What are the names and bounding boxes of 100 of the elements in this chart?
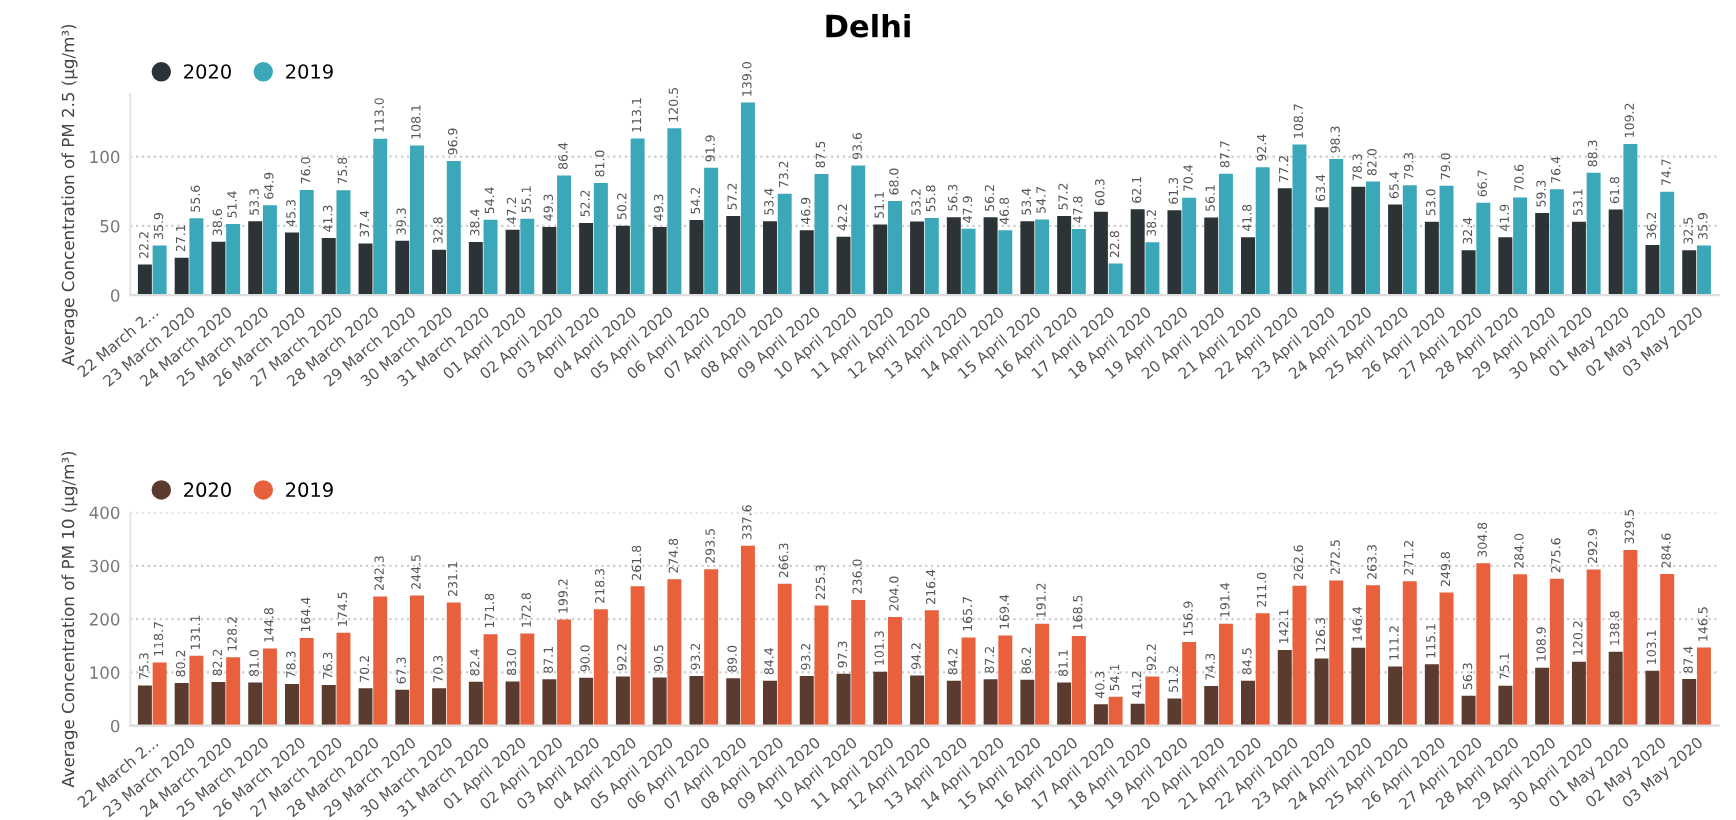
bar bbox=[1660, 191, 1675, 296]
bar bbox=[1461, 250, 1476, 296]
bar bbox=[726, 678, 741, 726]
bar bbox=[1660, 574, 1675, 726]
bar bbox=[1108, 696, 1123, 726]
bar bbox=[557, 175, 572, 296]
bar bbox=[1424, 221, 1439, 296]
bar bbox=[336, 190, 351, 296]
bar bbox=[483, 219, 498, 296]
bar bbox=[1292, 585, 1307, 726]
bar bbox=[1241, 680, 1255, 726]
bar bbox=[946, 217, 961, 296]
bar bbox=[505, 229, 520, 296]
bar bbox=[542, 679, 557, 726]
bar bbox=[137, 685, 152, 726]
bar bbox=[1351, 647, 1366, 726]
bar bbox=[763, 221, 777, 296]
bar bbox=[174, 257, 189, 296]
bar bbox=[446, 160, 461, 296]
y-tick-label: 300 bbox=[89, 559, 120, 573]
bar bbox=[1498, 685, 1513, 726]
bar bbox=[321, 685, 336, 726]
chart-title: Delhi bbox=[826, 13, 910, 38]
bar bbox=[836, 236, 851, 296]
bar bbox=[1277, 649, 1292, 726]
bar bbox=[321, 237, 336, 296]
bar bbox=[1608, 209, 1623, 296]
bar bbox=[1439, 185, 1454, 296]
legend-label: 2020 bbox=[184, 482, 231, 498]
bar bbox=[299, 638, 314, 726]
bar bbox=[763, 680, 777, 726]
bar bbox=[226, 223, 241, 296]
bar bbox=[814, 605, 829, 726]
bar bbox=[799, 676, 814, 726]
bar bbox=[152, 662, 167, 726]
bar bbox=[1549, 578, 1564, 726]
bar bbox=[615, 676, 630, 726]
bar bbox=[1329, 580, 1344, 726]
bar bbox=[446, 602, 461, 726]
bar bbox=[740, 545, 755, 726]
bar bbox=[814, 173, 829, 296]
bar bbox=[520, 218, 535, 296]
bar bbox=[299, 189, 314, 296]
bar bbox=[667, 128, 682, 296]
y-tick-label: 50 bbox=[100, 219, 120, 233]
bar bbox=[211, 241, 226, 296]
y-axis-title: Average Concentration of PM 2.5 (µg/m³) bbox=[61, 24, 78, 366]
bar bbox=[740, 102, 755, 296]
bar bbox=[1218, 173, 1233, 296]
bar bbox=[1218, 623, 1233, 726]
bar bbox=[557, 619, 572, 726]
bar bbox=[410, 145, 424, 296]
bar bbox=[910, 675, 925, 726]
bar bbox=[1204, 217, 1219, 296]
bar bbox=[248, 221, 263, 296]
bar bbox=[1388, 204, 1403, 296]
y-axis-title: Average Concentration of PM 10 (µg/m³) bbox=[61, 451, 78, 788]
bar bbox=[226, 657, 241, 726]
bar bbox=[998, 635, 1013, 726]
bar bbox=[1182, 642, 1197, 726]
bar bbox=[1696, 647, 1711, 726]
bar bbox=[888, 616, 902, 726]
bar bbox=[1277, 188, 1292, 296]
bar bbox=[1167, 698, 1182, 726]
bar bbox=[1093, 704, 1108, 726]
y-tick-label: 0 bbox=[110, 719, 120, 733]
y-tick-label: 0 bbox=[110, 289, 120, 302]
bar bbox=[1145, 242, 1160, 296]
bar bbox=[961, 637, 976, 726]
bar bbox=[432, 249, 447, 296]
y-tick-label: 100 bbox=[90, 150, 120, 164]
bar bbox=[520, 633, 535, 726]
bar bbox=[1255, 613, 1270, 726]
bar bbox=[1424, 664, 1439, 726]
bar bbox=[726, 215, 741, 296]
bar bbox=[1204, 686, 1219, 726]
bar bbox=[152, 245, 167, 296]
bar bbox=[1388, 666, 1403, 726]
bar bbox=[983, 679, 998, 726]
bar bbox=[1071, 635, 1086, 726]
bar bbox=[468, 242, 483, 296]
bar bbox=[1314, 658, 1329, 726]
bar bbox=[704, 167, 719, 296]
bar bbox=[1439, 592, 1454, 726]
bar bbox=[1571, 661, 1586, 726]
bar bbox=[630, 138, 645, 296]
bar bbox=[652, 677, 667, 726]
bar bbox=[1535, 667, 1550, 726]
bar bbox=[873, 671, 888, 726]
bar bbox=[1351, 186, 1366, 296]
bar bbox=[395, 240, 410, 296]
bar bbox=[630, 586, 645, 726]
y-tick-label: 200 bbox=[89, 613, 120, 626]
bar bbox=[468, 681, 483, 726]
bar bbox=[1020, 221, 1035, 296]
bar bbox=[1035, 219, 1050, 296]
bar bbox=[1071, 228, 1086, 296]
bar bbox=[1623, 550, 1638, 726]
bar bbox=[799, 230, 814, 296]
bar bbox=[262, 648, 277, 726]
